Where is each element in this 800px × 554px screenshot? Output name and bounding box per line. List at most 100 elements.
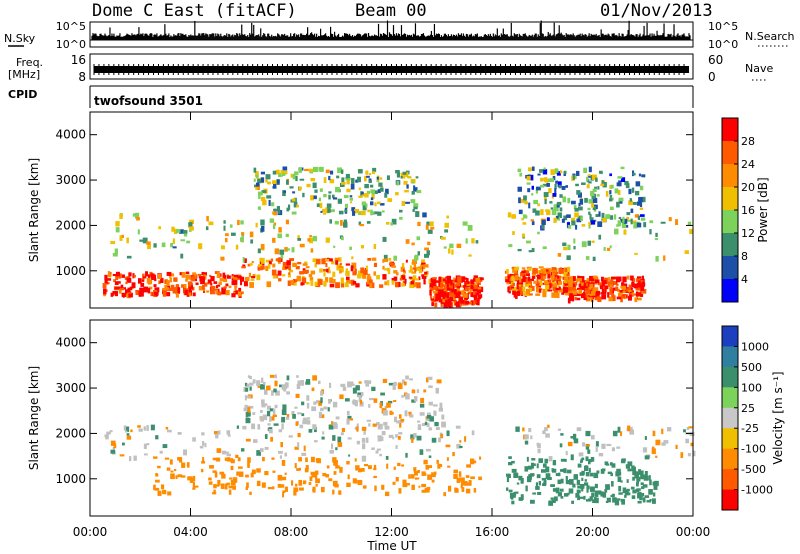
data-cell bbox=[304, 261, 308, 265]
data-cell bbox=[315, 484, 318, 487]
data-cell bbox=[139, 287, 144, 293]
data-cell bbox=[260, 266, 265, 270]
data-cell bbox=[269, 416, 272, 422]
data-cell bbox=[593, 472, 599, 479]
data-cell bbox=[335, 282, 340, 289]
data-cell bbox=[533, 199, 539, 205]
data-cell bbox=[520, 284, 524, 287]
data-cell bbox=[232, 485, 236, 490]
data-cell bbox=[573, 282, 578, 286]
data-cell bbox=[597, 221, 603, 227]
data-cell bbox=[355, 284, 359, 288]
data-cell bbox=[271, 202, 275, 207]
data-cell bbox=[589, 213, 592, 220]
data-cell bbox=[568, 290, 574, 294]
data-cell bbox=[366, 221, 371, 224]
data-cell bbox=[539, 169, 544, 173]
data-cell bbox=[145, 271, 149, 277]
data-cell bbox=[296, 375, 299, 378]
data-cell bbox=[298, 167, 302, 173]
data-cell bbox=[558, 184, 562, 189]
data-cell bbox=[114, 248, 118, 254]
data-cell bbox=[409, 378, 413, 381]
data-cell bbox=[327, 407, 330, 412]
data-cell bbox=[391, 280, 395, 285]
data-cell bbox=[247, 263, 251, 267]
data-cell bbox=[352, 387, 357, 394]
data-cell bbox=[601, 288, 607, 295]
nsky-panel-frame bbox=[89, 21, 694, 48]
data-cell bbox=[426, 422, 430, 428]
data-cell bbox=[290, 173, 294, 178]
data-cell bbox=[558, 267, 562, 274]
velocity-ylabel: Slant Range [km] bbox=[27, 366, 41, 470]
data-cell bbox=[478, 277, 484, 281]
data-cell bbox=[618, 485, 622, 492]
data-cell bbox=[583, 295, 589, 301]
data-cell bbox=[477, 288, 483, 293]
data-cell bbox=[618, 216, 622, 220]
data-cell bbox=[526, 182, 531, 185]
data-cell bbox=[640, 217, 646, 221]
data-cell bbox=[574, 296, 577, 301]
data-cell bbox=[322, 212, 327, 215]
data-cell bbox=[425, 418, 430, 422]
data-cell bbox=[252, 379, 256, 384]
data-cell bbox=[687, 452, 691, 457]
data-cell bbox=[229, 477, 232, 480]
data-cell bbox=[404, 410, 408, 417]
beam-title: Beam 00 bbox=[355, 1, 427, 21]
data-cell bbox=[631, 187, 635, 193]
data-cell bbox=[555, 292, 560, 299]
data-cell bbox=[255, 174, 259, 179]
data-cell bbox=[603, 247, 606, 251]
data-cell bbox=[588, 223, 591, 229]
data-cell bbox=[577, 215, 583, 222]
data-cell bbox=[228, 285, 232, 288]
data-cell bbox=[440, 277, 443, 284]
data-cell bbox=[301, 401, 305, 406]
freq-tick-bottom: 8 bbox=[78, 70, 86, 84]
data-cell bbox=[315, 400, 319, 404]
data-cell bbox=[620, 218, 625, 223]
data-cell bbox=[382, 274, 387, 280]
data-cell bbox=[304, 168, 309, 172]
data-cell bbox=[609, 215, 614, 220]
data-cell bbox=[388, 257, 392, 261]
colorbar-tick-label: 20 bbox=[741, 181, 755, 194]
data-cell bbox=[195, 282, 199, 286]
nsearch-tick-top: 10^5 bbox=[708, 20, 738, 33]
data-cell bbox=[302, 482, 306, 485]
data-cell bbox=[357, 211, 362, 216]
data-cell bbox=[402, 484, 408, 488]
data-cell bbox=[143, 426, 146, 431]
data-cell bbox=[550, 271, 554, 277]
data-cell bbox=[631, 283, 636, 286]
data-cell bbox=[267, 486, 273, 490]
data-cell bbox=[552, 488, 557, 492]
data-cell bbox=[448, 283, 453, 289]
data-cell bbox=[641, 174, 646, 178]
data-cell bbox=[221, 473, 226, 479]
data-cell bbox=[302, 480, 307, 484]
data-cell bbox=[260, 196, 266, 202]
data-cell bbox=[470, 300, 474, 303]
data-cell bbox=[624, 218, 628, 224]
data-cell bbox=[350, 265, 354, 272]
data-cell bbox=[265, 174, 271, 180]
data-cell bbox=[542, 169, 548, 175]
data-cell bbox=[151, 276, 156, 280]
data-cell bbox=[528, 427, 532, 433]
time-axis-ticks: 00:00 04:00 08:00 12:00 16:00 20:00 00:00 bbox=[73, 525, 711, 539]
data-cell bbox=[294, 406, 298, 409]
data-cell bbox=[521, 270, 526, 274]
data-cell bbox=[590, 220, 596, 225]
data-cell bbox=[377, 189, 381, 194]
data-cell bbox=[456, 277, 460, 281]
data-cell bbox=[252, 439, 258, 443]
data-cell bbox=[220, 245, 225, 250]
data-cell bbox=[192, 272, 197, 278]
data-cell bbox=[465, 488, 471, 494]
data-cell bbox=[239, 237, 244, 242]
data-cell bbox=[429, 283, 435, 288]
